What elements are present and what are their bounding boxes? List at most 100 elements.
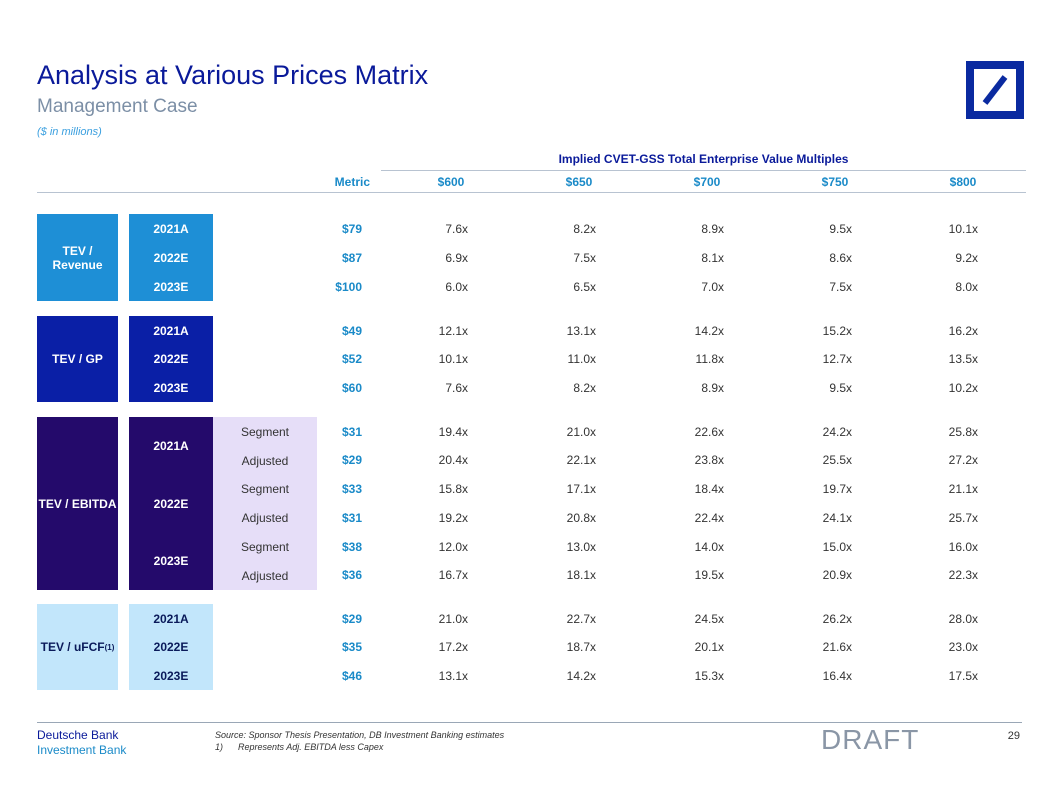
footnote-marker: (1): [104, 642, 115, 652]
multiple-value: 18.1x: [566, 568, 596, 582]
multiple-value: 16.0x: [948, 540, 978, 554]
year-label: 2021A: [129, 214, 213, 243]
year-label: 2021A: [129, 604, 213, 633]
multiple-value: 22.4x: [694, 511, 724, 525]
footnote: 1) Represents Adj. EBITDA less Capex: [215, 742, 384, 752]
multiple-value: 13.1x: [566, 324, 596, 338]
multiple-value: 23.0x: [948, 640, 978, 654]
multiple-value: 15.8x: [438, 482, 468, 496]
price-header-750: $750: [821, 175, 849, 189]
multiple-value: 8.1x: [701, 251, 724, 265]
multiple-value: 10.2x: [948, 381, 978, 395]
group-label-gp: TEV / GP: [37, 316, 118, 402]
multiple-value: 6.0x: [445, 280, 468, 294]
year-label: 2022E: [129, 345, 213, 373]
multiple-value: 9.5x: [829, 381, 852, 395]
multiple-value: 15.2x: [822, 324, 852, 338]
year-label: 2021A: [129, 417, 213, 475]
metric-header: Metric: [334, 175, 370, 189]
multiple-value: 11.0x: [567, 352, 596, 366]
ebitda-type-label: Adjusted: [213, 446, 317, 475]
multiple-value: 7.0x: [701, 280, 724, 294]
multiple-value: 17.5x: [948, 669, 978, 683]
multiple-value: 23.8x: [694, 453, 724, 467]
price-header-650: $650: [565, 175, 593, 189]
brand-name: Deutsche Bank: [37, 728, 119, 742]
multiple-value: 7.5x: [573, 251, 596, 265]
metric-value: $29: [341, 453, 362, 467]
multiple-value: 19.4x: [438, 425, 468, 439]
multiple-value: 20.1x: [694, 640, 724, 654]
multiple-value: 16.7x: [438, 568, 468, 582]
multiple-value: 7.6x: [445, 381, 468, 395]
multiple-value: 13.1x: [438, 669, 468, 683]
multiple-value: 19.7x: [822, 482, 852, 496]
ebitda-type-label: Segment: [213, 532, 317, 561]
price-header-800: $800: [949, 175, 977, 189]
multiple-value: 19.2x: [438, 511, 468, 525]
multiple-value: 7.6x: [445, 222, 468, 236]
multiple-value: 8.2x: [573, 222, 596, 236]
metric-value: $33: [341, 482, 362, 496]
multiple-value: 17.1x: [566, 482, 596, 496]
metric-value: $31: [341, 511, 362, 525]
year-label: 2022E: [129, 633, 213, 661]
metric-value: $79: [341, 222, 362, 236]
metric-value: $36: [341, 568, 362, 582]
multiple-value: 21.0x: [566, 425, 596, 439]
multiple-value: 22.7x: [566, 612, 596, 626]
year-label: 2022E: [129, 243, 213, 272]
year-label: 2023E: [129, 272, 213, 301]
multiple-value: 22.6x: [694, 425, 724, 439]
multiple-value: 19.5x: [694, 568, 724, 582]
year-label: 2022E: [129, 475, 213, 532]
multiple-value: 21.0x: [438, 612, 468, 626]
multiple-value: 24.5x: [694, 612, 724, 626]
group-label-ebitda: TEV / EBITDA: [37, 417, 118, 590]
multiple-value: 25.8x: [948, 425, 978, 439]
multiple-value: 14.0x: [694, 540, 724, 554]
source-note: Source: Sponsor Thesis Presentation, DB …: [215, 730, 505, 740]
multiple-value: 9.5x: [829, 222, 852, 236]
multiple-value: 15.3x: [694, 669, 724, 683]
multiple-value: 6.9x: [445, 251, 468, 265]
multiple-value: 8.6x: [829, 251, 852, 265]
metric-value: $60: [341, 381, 362, 395]
group-label-revenue: TEV / Revenue: [37, 214, 118, 301]
year-label: 2023E: [129, 532, 213, 590]
multiple-value: 13.5x: [948, 352, 978, 366]
multiple-value: 12.0x: [438, 540, 468, 554]
multiple-value: 16.4x: [822, 669, 852, 683]
page-title: Analysis at Various Prices Matrix: [37, 60, 429, 90]
metric-value: $49: [341, 324, 362, 338]
multiple-value: 21.6x: [822, 640, 852, 654]
year-label: 2021A: [129, 316, 213, 345]
multiple-value: 8.9x: [701, 381, 724, 395]
metric-value: $29: [341, 612, 362, 626]
multiple-value: 8.0x: [955, 280, 978, 294]
multiple-value: 18.7x: [566, 640, 596, 654]
ebitda-type-label: Adjusted: [213, 503, 317, 532]
multiple-value: 10.1x: [948, 222, 978, 236]
multiple-value: 7.5x: [829, 280, 852, 294]
multiple-value: 26.2x: [822, 612, 852, 626]
multiple-value: 17.2x: [438, 640, 468, 654]
multiple-value: 27.2x: [948, 453, 978, 467]
multiple-value: 16.2x: [948, 324, 978, 338]
units-note: ($ in millions): [37, 126, 102, 138]
multiple-value: 12.1x: [438, 324, 468, 338]
deutsche-bank-logo: [966, 61, 1024, 119]
multiple-value: 8.2x: [573, 381, 596, 395]
multiple-value: 11.8x: [695, 352, 724, 366]
price-header-700: $700: [693, 175, 721, 189]
metric-value: $52: [341, 352, 362, 366]
multiple-value: 25.7x: [948, 511, 978, 525]
multiple-value: 14.2x: [694, 324, 724, 338]
multiple-value: 20.8x: [566, 511, 596, 525]
multiple-value: 28.0x: [948, 612, 978, 626]
metric-value: $46: [341, 669, 362, 683]
multiple-value: 24.2x: [822, 425, 852, 439]
brand-division: Investment Bank: [37, 743, 127, 757]
multiple-value: 6.5x: [573, 280, 596, 294]
metric-value: $31: [341, 425, 362, 439]
